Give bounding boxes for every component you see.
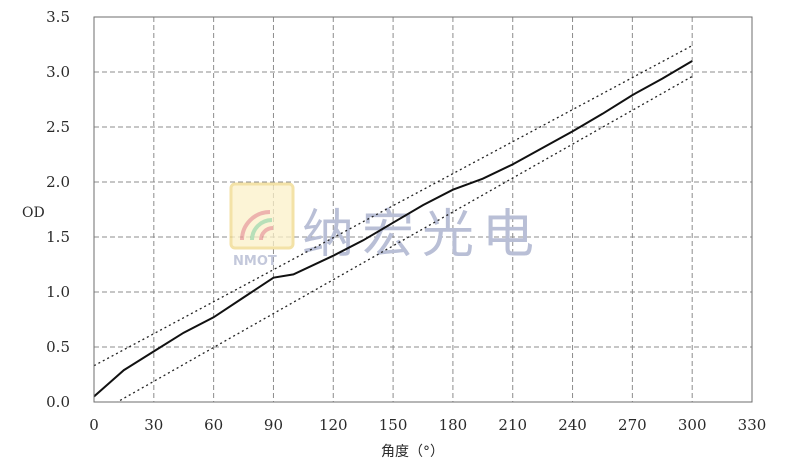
series-group: [94, 45, 693, 402]
watermark-text: 纳宏光电: [302, 205, 542, 265]
x-tick-label: 30: [144, 416, 163, 434]
x-tick-label: 150: [379, 416, 408, 434]
series-line-solid: [94, 60, 693, 398]
y-axis-label: OD: [22, 205, 45, 221]
series-line-dotted: [94, 45, 693, 367]
watermark-logo-arc-red: [240, 210, 271, 241]
x-tick-label: 240: [558, 416, 587, 434]
y-tick-label: 1.0: [46, 283, 70, 301]
watermark-logo: NMOT: [229, 182, 295, 269]
x-axis-label: 角度（°）: [381, 444, 444, 460]
watermark-logo-text: NMOT: [233, 254, 277, 269]
y-tick-label: 0.5: [46, 338, 70, 356]
y-tick-label: 2.5: [46, 118, 70, 136]
plot-frame: [93, 16, 753, 403]
grid: [93, 16, 753, 403]
x-tick-label: 120: [319, 416, 348, 434]
y-tick-labels: 0.0 0.5 1.0 1.5 2.0 2.5 3.0 3.5: [46, 8, 70, 411]
y-tick-label: 0.0: [46, 393, 70, 411]
x-tick-label: 270: [618, 416, 647, 434]
y-tick-label: 1.5: [46, 228, 70, 246]
x-tick-label: 60: [204, 416, 223, 434]
series-layer: [94, 45, 693, 402]
y-tick-label: 3.0: [46, 63, 70, 81]
x-tick-label: 330: [738, 416, 767, 434]
watermark-logo-arc-green: [250, 218, 273, 241]
watermark-logo-box: [229, 182, 295, 250]
y-tick-label: 2.0: [46, 173, 70, 191]
x-tick-label: 0: [89, 416, 99, 434]
x-tick-label: 210: [498, 416, 527, 434]
y-tick-label: 3.5: [46, 8, 70, 26]
x-tick-label: 300: [678, 416, 707, 434]
watermark-logo-arc-red-inner: [259, 226, 274, 241]
x-tick-label: 180: [439, 416, 468, 434]
x-tick-labels: 0 30 60 90 120 150 180 210 240 270 300 330: [89, 416, 766, 434]
x-tick-label: 90: [264, 416, 283, 434]
watermark: NMOT 纳宏光电: [229, 182, 542, 269]
